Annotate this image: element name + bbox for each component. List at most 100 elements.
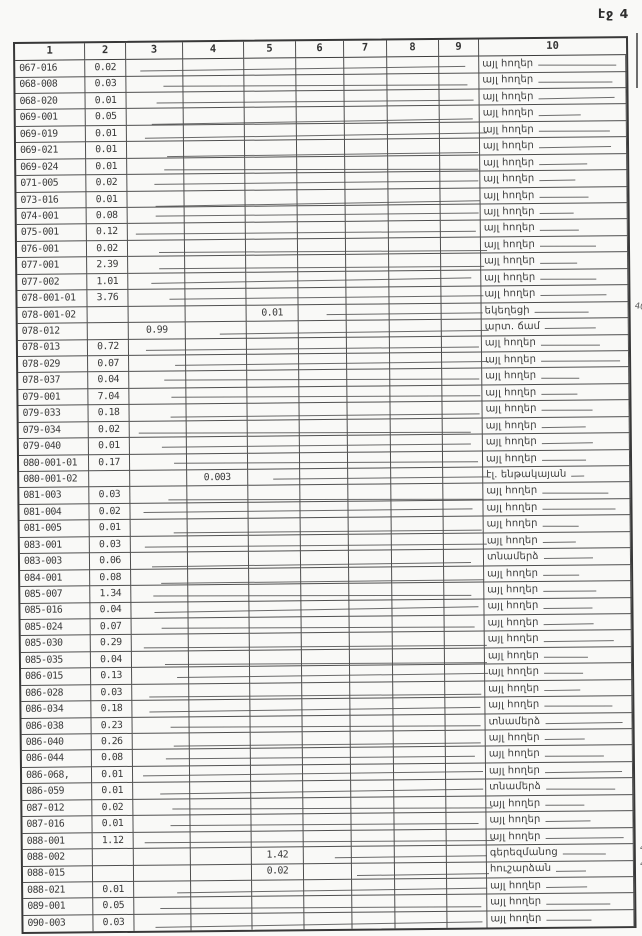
empty-cell-col7 <box>346 271 390 288</box>
land-type-label: այլ հողեր <box>490 896 542 908</box>
parcel-code-cell: 079-034 <box>18 421 89 440</box>
header-cell-9: 9 <box>438 39 480 57</box>
value-cell-col5 <box>246 288 299 306</box>
underline-tail <box>546 903 611 905</box>
land-type-label: այլ հողեր <box>484 288 536 300</box>
land-type-cell: այլ հողեր <box>486 827 634 846</box>
empty-cell-col8 <box>391 500 444 518</box>
value-cell-col2 <box>92 865 135 883</box>
parcel-code-cell: 086-034 <box>21 701 92 719</box>
land-type-label: այլ հողեր <box>485 403 537 415</box>
empty-cell-col7 <box>346 254 390 272</box>
land-type-cell: էլ. ենթակայան <box>483 466 631 484</box>
value-cell-col4 <box>189 732 251 750</box>
value-cell-col5 <box>251 830 304 848</box>
parcel-code-cell: 069-021 <box>15 142 87 160</box>
value-cell-col4 <box>191 897 253 915</box>
value-cell-col2: 0.03 <box>89 487 131 505</box>
parcel-code-cell: 068-008 <box>15 76 86 94</box>
empty-cell-col7 <box>352 895 396 913</box>
value-cell-col2: 0.08 <box>86 207 128 225</box>
land-type-cell: այլ հողեր <box>487 893 635 912</box>
empty-cell-col8 <box>392 615 445 633</box>
empty-cell-col6 <box>301 616 350 634</box>
empty-cell-col7 <box>351 813 395 831</box>
value-cell-col2: 0.12 <box>86 224 128 242</box>
empty-cell-col6 <box>300 550 350 568</box>
land-type-cell: այլ հողեր <box>480 170 628 189</box>
empty-cell-col9 <box>443 483 484 501</box>
value-cell-col2: 0.18 <box>88 405 130 422</box>
page-number-label: էջ 4 <box>598 6 630 21</box>
parcel-code-cell: 088-002 <box>22 849 93 867</box>
empty-cell-col7 <box>350 698 394 716</box>
empty-cell-col7 <box>347 451 392 469</box>
value-cell-col4 <box>183 124 245 142</box>
land-type-label: այլ հողեր <box>488 731 540 744</box>
value-cell-col5 <box>248 518 301 536</box>
empty-cell-col6 <box>301 567 350 585</box>
underline-tail <box>544 755 604 757</box>
header-cell-1: 1 <box>15 43 86 61</box>
value-cell-col3 <box>134 914 192 932</box>
empty-cell-col7 <box>348 501 392 519</box>
parcel-code-cell: 078-029 <box>18 356 89 374</box>
parcel-code-cell: 083-001 <box>19 536 90 555</box>
value-cell-col2: 3.76 <box>87 290 129 307</box>
underline-tail <box>540 344 600 346</box>
value-cell-col4 <box>188 584 250 602</box>
land-type-cell: այլ հողեր <box>482 433 630 452</box>
land-type-label: այլ հողեր <box>482 58 534 70</box>
parcel-code-cell: 085-007 <box>20 586 91 604</box>
parcel-code-cell: 085-030 <box>20 635 91 653</box>
empty-cell-col7 <box>344 123 388 141</box>
land-type-cell: այլ հողեր <box>483 515 631 534</box>
value-cell-col3 <box>133 831 191 849</box>
underline-tail <box>546 920 592 922</box>
underline-tail <box>539 196 589 198</box>
handwritten-margin-note: 40 <box>633 300 642 313</box>
value-cell-col4 <box>183 91 245 109</box>
empty-cell-col6 <box>298 337 348 355</box>
empty-cell-col8 <box>394 813 447 830</box>
value-cell-col2: 0.01 <box>88 437 130 455</box>
land-type-label: այլ հողեր <box>489 814 541 826</box>
land-type-label: գերեզմանոց <box>489 846 558 859</box>
land-type-cell: այլ հողեր <box>485 745 633 764</box>
value-cell-col4 <box>186 354 248 372</box>
empty-cell-col8 <box>388 204 441 222</box>
value-cell-col3 <box>131 601 189 619</box>
empty-cell-col6 <box>296 123 345 141</box>
empty-cell-col8 <box>388 171 441 189</box>
parcel-code-cell: 079-040 <box>18 438 89 456</box>
land-type-cell: այլ հողեր <box>485 679 633 698</box>
land-type-cell: այլ հողեր <box>480 235 629 254</box>
value-cell-col4 <box>187 535 249 553</box>
value-cell-col3 <box>130 552 189 570</box>
empty-cell-col9 <box>442 385 483 403</box>
empty-cell-col6 <box>299 452 349 470</box>
underline-tail <box>543 656 588 658</box>
parcel-code-cell: 086-038 <box>21 717 92 735</box>
empty-cell-col7 <box>349 599 393 617</box>
value-cell-col3 <box>132 716 190 734</box>
empty-cell-col6 <box>297 156 346 174</box>
underline-tail <box>543 623 594 626</box>
underline-tail <box>542 541 576 543</box>
land-type-cell: այլ հողեր <box>486 811 634 830</box>
empty-cell-col7 <box>349 566 393 584</box>
value-cell-col5 <box>245 239 299 257</box>
value-cell-col3 <box>126 108 184 126</box>
empty-cell-col7 <box>347 435 391 453</box>
empty-cell-col6 <box>296 74 345 92</box>
value-cell-col3 <box>129 388 187 406</box>
underline-tail <box>538 146 612 149</box>
land-type-label: այլ հողեր <box>483 189 535 201</box>
empty-cell-col9 <box>445 763 487 781</box>
empty-cell-col9 <box>442 401 483 419</box>
value-cell-col2: 0.03 <box>89 536 131 554</box>
value-cell-col5 <box>245 156 298 174</box>
value-cell-col3 <box>133 799 191 817</box>
value-cell-col4 <box>188 601 250 619</box>
value-cell-col3 <box>128 338 187 356</box>
